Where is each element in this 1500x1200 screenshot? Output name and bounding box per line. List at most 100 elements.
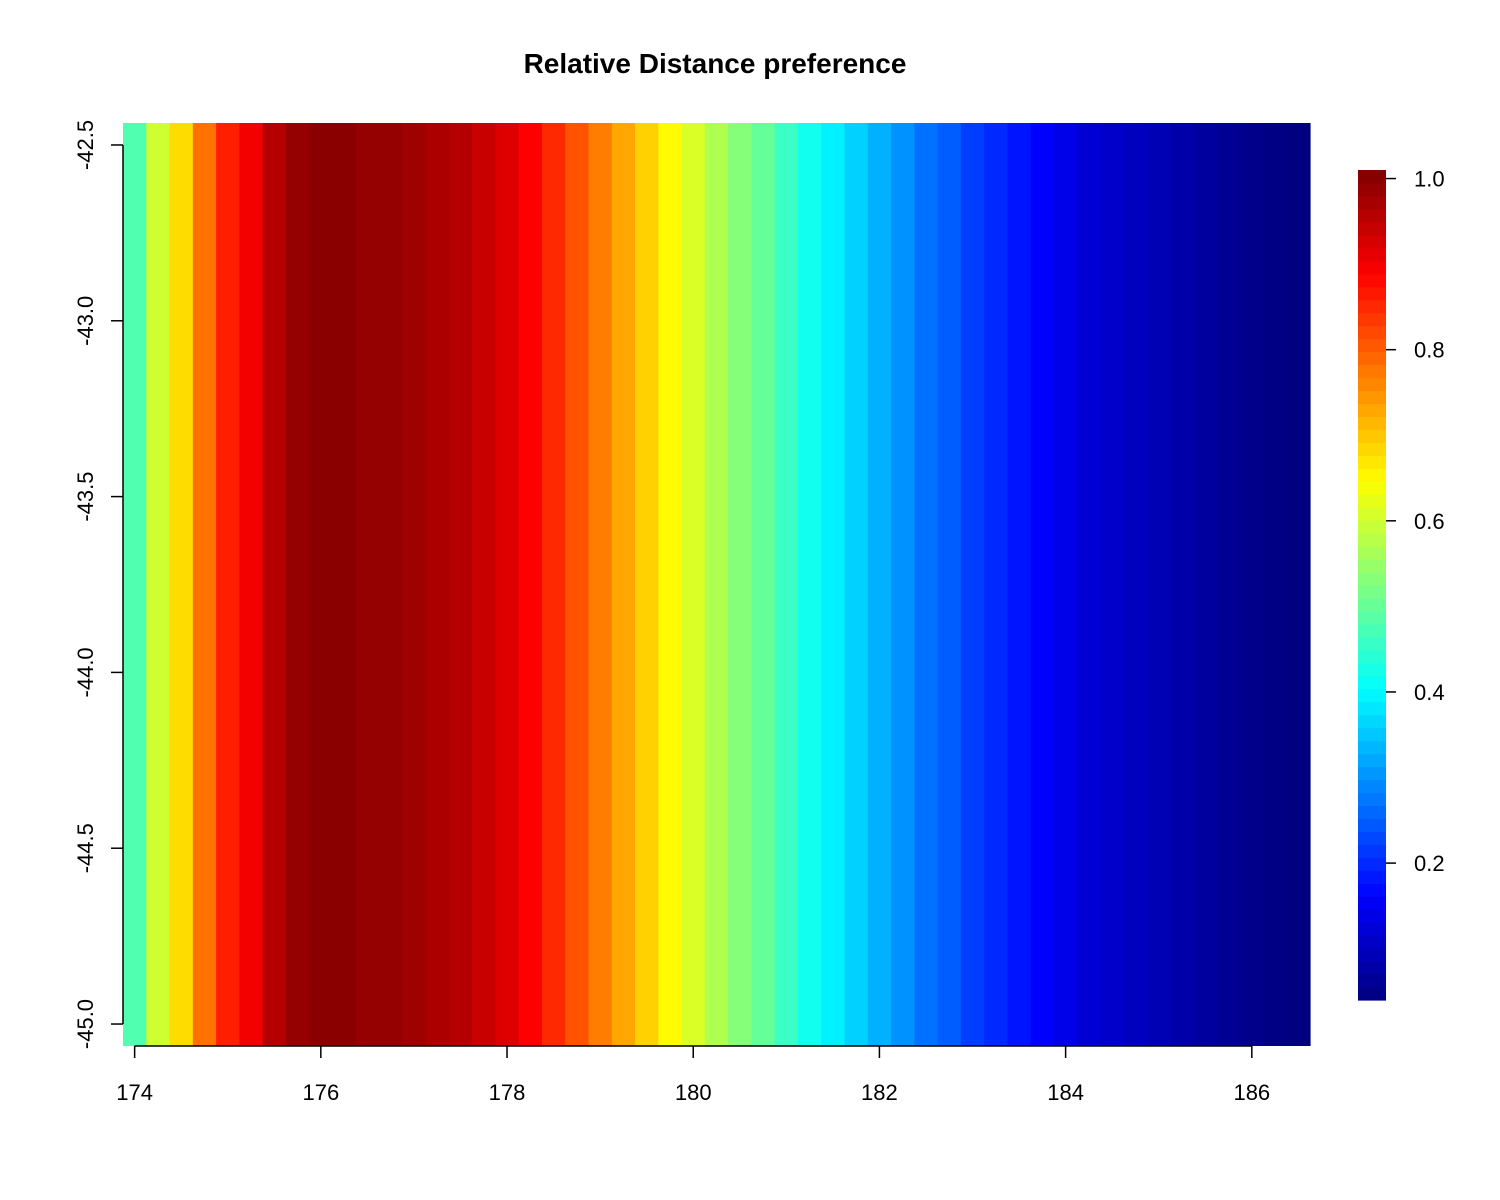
y-tick-label: -43.5 [73, 472, 98, 522]
heatmap-cell [914, 123, 939, 1046]
colorbar-swatch [1358, 792, 1386, 807]
colorbar-swatch [1358, 364, 1386, 379]
heatmap-cell [588, 123, 613, 1046]
heatmap-cell [937, 123, 962, 1046]
colorbar-swatch [1358, 922, 1386, 936]
colorbar-swatch [1358, 585, 1386, 599]
colorbar-swatch [1358, 416, 1386, 430]
x-tick-label: 174 [116, 1080, 153, 1105]
colorbar-swatch [1358, 623, 1386, 638]
y-tick-label: -44.5 [73, 823, 98, 873]
colorbar-tick-label: 0.2 [1414, 851, 1445, 876]
colorbar-swatch [1358, 688, 1386, 703]
colorbar-swatch [1358, 649, 1386, 664]
colorbar-swatch [1358, 338, 1386, 353]
colorbar-swatch [1358, 494, 1386, 508]
colorbar-swatch [1358, 662, 1386, 677]
colorbar-swatch [1358, 377, 1386, 392]
heatmap-cell [821, 123, 846, 1046]
colorbar-swatch [1358, 312, 1386, 327]
heatmap-cell [774, 123, 799, 1046]
y-tick-label: -44.0 [73, 647, 98, 697]
colorbar-swatch [1358, 170, 1386, 184]
colorbar-swatch [1358, 831, 1386, 845]
colorbar-swatch [1358, 546, 1386, 560]
heatmap-cell [332, 123, 357, 1046]
x-tick-label: 176 [302, 1080, 339, 1105]
heatmap-cell [1216, 123, 1241, 1046]
heatmap-cell [704, 123, 729, 1046]
colorbar-swatch [1358, 195, 1386, 210]
colorbar-swatch [1358, 520, 1386, 534]
colorbar-swatch [1358, 961, 1386, 975]
heatmap-cell [518, 123, 543, 1046]
colorbar-tick-label: 0.4 [1414, 680, 1445, 705]
heatmap-cell [1030, 123, 1055, 1046]
colorbar-swatch [1358, 351, 1386, 366]
colorbar-swatch [1358, 403, 1386, 418]
heatmap-cell [285, 123, 310, 1046]
heatmap-cell [635, 123, 659, 1046]
heatmap-cell [169, 123, 194, 1046]
colorbar-swatch [1358, 325, 1386, 340]
heatmap-cell [565, 123, 590, 1046]
colorbar-swatch [1358, 636, 1386, 651]
heatmap-cell [844, 123, 869, 1046]
heatmap-cell [728, 123, 753, 1046]
heatmap-cell [611, 123, 636, 1046]
colorbar-swatch [1358, 701, 1386, 716]
colorbar-swatch [1358, 870, 1386, 884]
heatmap-cell [658, 123, 683, 1046]
heatmap-cell [984, 123, 1009, 1046]
y-tick-label: -42.5 [73, 120, 98, 170]
colorbar-swatch [1358, 766, 1386, 781]
colorbar-swatch [1358, 390, 1386, 405]
heatmap-cell [379, 123, 403, 1046]
colorbar-swatch [1358, 753, 1386, 768]
colorbar-swatch [1358, 299, 1386, 314]
heatmap-cell [262, 123, 287, 1046]
x-tick-label: 180 [675, 1080, 712, 1105]
heatmap-cell [797, 123, 822, 1046]
colorbar-swatch [1358, 208, 1386, 223]
colorbar-swatch [1358, 805, 1386, 820]
x-tick-label: 182 [861, 1080, 898, 1105]
colorbar-swatch [1358, 714, 1386, 729]
colorbar-swatch [1358, 533, 1386, 547]
heatmap-cell [123, 123, 147, 1046]
colorbar-swatch [1358, 481, 1386, 495]
heatmap-cell [1007, 123, 1032, 1046]
colorbar-swatch [1358, 286, 1386, 301]
heatmap-cell [541, 123, 566, 1046]
x-tick-label: 184 [1047, 1080, 1084, 1105]
x-tick-label: 178 [489, 1080, 526, 1105]
colorbar-swatch [1358, 260, 1386, 275]
chart-title: Relative Distance preference [524, 48, 907, 79]
colorbar-swatch [1358, 572, 1386, 586]
heatmap-cell [355, 123, 380, 1046]
heatmap-cell [402, 123, 427, 1046]
colorbar-swatch [1358, 896, 1386, 910]
colorbar-tick-label: 1.0 [1414, 167, 1445, 192]
colorbar-swatch [1358, 909, 1386, 923]
heatmap-cell [681, 123, 706, 1046]
colorbar-swatch [1358, 559, 1386, 573]
colorbar-swatch [1358, 455, 1386, 469]
colorbar-swatch [1358, 675, 1386, 690]
colorbar-swatch [1358, 857, 1386, 871]
colorbar-swatch [1358, 740, 1386, 755]
colorbar: 0.2 0.4 0.6 0.8 1.0 [1358, 167, 1445, 1001]
heatmap-cell [960, 123, 985, 1046]
heatmap-cell [751, 123, 776, 1046]
colorbar-swatch [1358, 987, 1386, 1001]
colorbar-swatch [1358, 779, 1386, 794]
heatmap-cell [1193, 123, 1218, 1046]
heatmap-cell [1240, 123, 1265, 1046]
heatmap-cell [216, 123, 240, 1046]
heatmap-cell [867, 123, 892, 1046]
colorbar-swatch [1358, 221, 1386, 236]
heatmap-cell [425, 123, 450, 1046]
colorbar-swatch [1358, 442, 1386, 456]
plot-area [123, 123, 1311, 1046]
colorbar-swatch [1358, 935, 1386, 949]
